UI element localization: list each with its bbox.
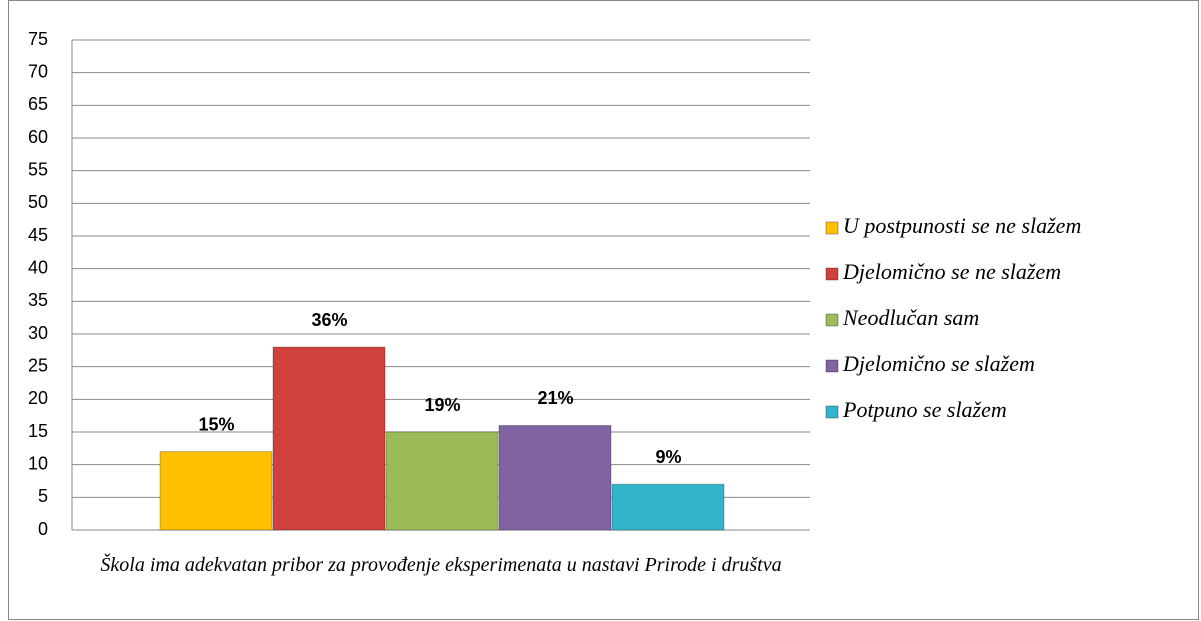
y-tick-label: 45 bbox=[28, 225, 48, 245]
y-tick-label: 10 bbox=[28, 453, 48, 473]
bar bbox=[159, 451, 273, 531]
bar bbox=[498, 424, 612, 531]
y-tick-label: 50 bbox=[28, 192, 48, 212]
y-tick-label: 65 bbox=[28, 94, 48, 114]
y-tick-label: 70 bbox=[28, 61, 48, 81]
value-label: 9% bbox=[655, 447, 681, 467]
y-tick-label: 30 bbox=[28, 323, 48, 343]
y-tick-label: 20 bbox=[28, 388, 48, 408]
bar bbox=[272, 346, 386, 531]
legend-swatch bbox=[825, 405, 839, 419]
bar bbox=[611, 483, 725, 531]
y-tick-label: 35 bbox=[28, 290, 48, 310]
legend-label: Djelomično se slažem bbox=[842, 351, 1035, 376]
legend-label: U postpunosti se ne slažem bbox=[843, 213, 1081, 238]
y-tick-label: 25 bbox=[28, 355, 48, 375]
legend-swatch bbox=[825, 359, 839, 373]
chart-frame bbox=[8, 0, 1199, 620]
bar bbox=[385, 431, 499, 531]
value-label: 15% bbox=[198, 414, 234, 434]
value-label: 19% bbox=[424, 395, 460, 415]
legend-label: Potpuno se slažem bbox=[842, 397, 1007, 422]
legend-swatch bbox=[825, 221, 839, 235]
x-category-label: Škola ima adekvatan pribor za provođenje… bbox=[100, 554, 782, 576]
y-tick-label: 75 bbox=[28, 29, 48, 49]
y-tick-label: 55 bbox=[28, 159, 48, 179]
y-tick-label: 40 bbox=[28, 257, 48, 277]
y-tick-label: 60 bbox=[28, 127, 48, 147]
y-tick-label: 5 bbox=[38, 486, 48, 506]
legend-label: Djelomično se ne slažem bbox=[842, 259, 1061, 284]
value-label: 36% bbox=[311, 310, 347, 330]
legend-swatch bbox=[825, 313, 839, 327]
value-label: 21% bbox=[537, 388, 573, 408]
y-tick-label: 15 bbox=[28, 421, 48, 441]
legend-swatch bbox=[825, 267, 839, 281]
y-tick-label: 0 bbox=[38, 519, 48, 539]
legend-label: Neodlučan sam bbox=[842, 305, 979, 330]
